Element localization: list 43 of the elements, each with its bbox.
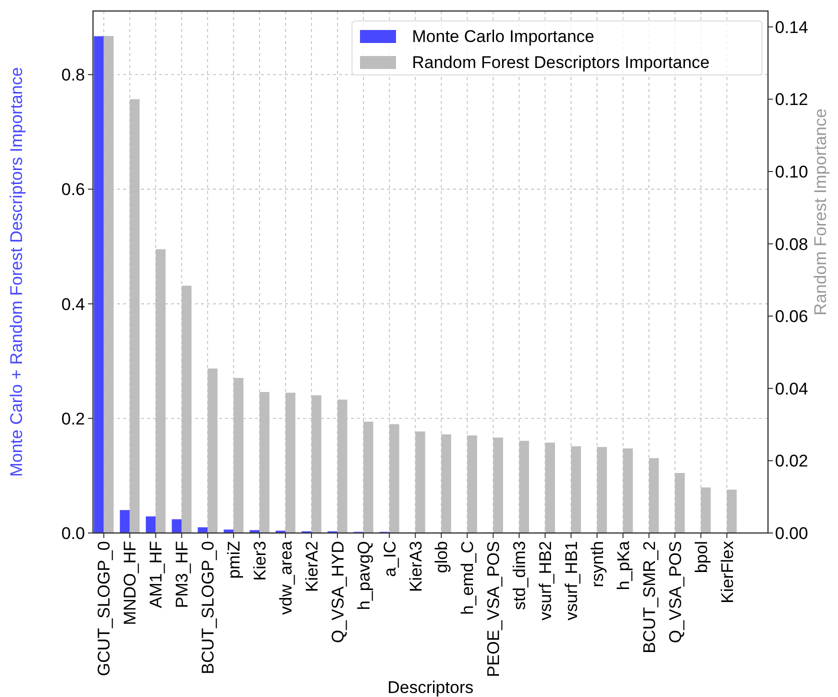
x-tick-label: Kier3 <box>250 541 270 581</box>
y2-tick-label: 0.08 <box>775 234 808 254</box>
x-tick-label: std_dim3 <box>510 541 530 610</box>
x-tick-label: MNDO_HF <box>120 541 140 626</box>
x-tick-label: a_IC <box>380 541 400 577</box>
y2-tick-label: 0.04 <box>775 379 808 398</box>
x-tick-label: vsurf_HB2 <box>536 541 556 620</box>
y2-axis-title: Random Forest Importance <box>811 108 830 316</box>
y2-tick-label: 0.12 <box>775 90 808 110</box>
x-tick-label: Q_VSA_POS <box>666 541 685 644</box>
y2-tick-label: 0.06 <box>775 307 808 326</box>
x-tick-label: PM3_HF <box>172 541 192 608</box>
legend-label: Random Forest Descriptors Importance <box>412 53 710 72</box>
y2-tick-label: 0.00 <box>775 524 808 543</box>
x-tick-label: KierA3 <box>406 541 426 592</box>
y2-tick-label: 0.10 <box>775 162 808 182</box>
y-tick-label: 0.0 <box>61 524 85 543</box>
x-tick-label: KierA2 <box>302 541 322 592</box>
x-tick-label: Q_VSA_HYD <box>328 541 348 644</box>
x-tick-label: BCUT_SLOGP_0 <box>198 541 218 674</box>
x-tick-label: pmiZ <box>224 541 244 579</box>
y-tick-label: 0.6 <box>61 180 85 200</box>
x-tick-label: glob <box>432 541 452 574</box>
x-tick-label: KierFlex <box>718 540 737 604</box>
x-tick-label: rsynth <box>588 541 607 588</box>
y2-tick-label: 0.02 <box>775 452 808 471</box>
y-axis-title: Monte Carlo + Random Forest Descriptors Importance <box>7 67 26 477</box>
x-tick-label: AM1_HF <box>146 541 166 608</box>
x-tick-label: GCUT_SLOGP_0 <box>94 541 114 676</box>
x-tick-label: bpol <box>692 541 711 574</box>
y-tick-label: 0.2 <box>61 409 85 428</box>
x-axis-title: Descriptors <box>388 678 474 697</box>
x-tick-label: h_emd_C <box>458 541 478 615</box>
x-tick-label: BCUT_SMR_2 <box>640 541 659 654</box>
y-tick-label: 0.8 <box>61 66 85 85</box>
x-tick-label: h_pKa <box>614 540 633 590</box>
x-tick-label: vdw_area <box>276 540 296 615</box>
x-tick-label: PEOE_VSA_POS <box>484 541 504 678</box>
x-tick-label: vsurf_HB1 <box>562 541 582 620</box>
y-tick-label: 0.4 <box>61 294 85 314</box>
y2-tick-label: 0.14 <box>775 18 808 37</box>
legend-label: Monte Carlo Importance <box>412 27 594 46</box>
x-tick-label: h_pavgQ <box>354 541 374 610</box>
